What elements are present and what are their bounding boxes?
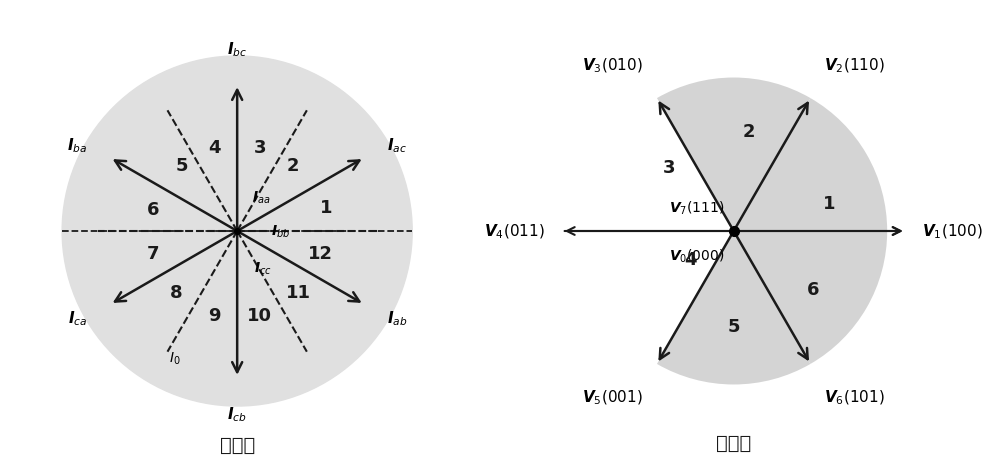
Text: 4: 4	[684, 250, 697, 268]
Text: 8: 8	[170, 284, 182, 302]
Wedge shape	[734, 99, 887, 364]
Text: 6: 6	[147, 200, 160, 218]
Wedge shape	[657, 78, 810, 232]
Text: 2: 2	[743, 123, 755, 141]
Text: $\boldsymbol{V}_0$(000): $\boldsymbol{V}_0$(000)	[669, 247, 724, 264]
Text: 4: 4	[208, 139, 221, 157]
Text: 7: 7	[147, 245, 160, 263]
Text: 5: 5	[727, 318, 740, 335]
Text: $\boldsymbol{V}_7$(111): $\boldsymbol{V}_7$(111)	[669, 199, 724, 216]
Text: 3: 3	[663, 158, 675, 176]
Text: 5: 5	[175, 156, 188, 174]
Text: $\boldsymbol{V}_3$(010): $\boldsymbol{V}_3$(010)	[582, 56, 643, 75]
Text: $\boldsymbol{I_0}$: $\boldsymbol{I_0}$	[169, 350, 180, 366]
Circle shape	[62, 57, 412, 406]
Text: 6: 6	[807, 281, 820, 299]
Text: $\boldsymbol{I}_{ca}$: $\boldsymbol{I}_{ca}$	[68, 309, 87, 327]
Text: 逆变级: 逆变级	[716, 433, 751, 452]
Wedge shape	[657, 232, 810, 385]
Text: 11: 11	[286, 284, 311, 302]
Text: 12: 12	[308, 245, 333, 263]
Text: $\boldsymbol{I}_{ac}$: $\boldsymbol{I}_{ac}$	[387, 136, 407, 154]
Text: $\boldsymbol{V}_5$(001): $\boldsymbol{V}_5$(001)	[582, 388, 643, 407]
Text: 2: 2	[287, 156, 299, 174]
Text: 3: 3	[253, 139, 266, 157]
Text: $\boldsymbol{V}_2$(110): $\boldsymbol{V}_2$(110)	[824, 56, 885, 75]
Text: 10: 10	[247, 306, 272, 324]
Text: 1: 1	[319, 199, 332, 217]
Text: $\boldsymbol{V}_4$(011): $\boldsymbol{V}_4$(011)	[484, 222, 545, 241]
Text: $\boldsymbol{V}_1$(100): $\boldsymbol{V}_1$(100)	[922, 222, 983, 241]
Text: $\boldsymbol{I}_{bb}$: $\boldsymbol{I}_{bb}$	[271, 223, 290, 240]
Text: $\boldsymbol{I}_{cb}$: $\boldsymbol{I}_{cb}$	[227, 405, 247, 423]
Text: 9: 9	[208, 306, 221, 324]
Text: $\boldsymbol{I}_{bc}$: $\boldsymbol{I}_{bc}$	[227, 40, 247, 58]
Text: 1: 1	[823, 195, 835, 213]
Text: $\boldsymbol{I}_{aa}$: $\boldsymbol{I}_{aa}$	[252, 189, 271, 206]
Text: $\boldsymbol{V}_6$(101): $\boldsymbol{V}_6$(101)	[824, 388, 885, 407]
Text: $\boldsymbol{I}_{cc}$: $\boldsymbol{I}_{cc}$	[254, 260, 272, 277]
Text: $\boldsymbol{I}_{ab}$: $\boldsymbol{I}_{ab}$	[387, 309, 408, 327]
Text: 整流级: 整流级	[220, 435, 255, 454]
Text: $\boldsymbol{I}_{ba}$: $\boldsymbol{I}_{ba}$	[67, 136, 87, 154]
